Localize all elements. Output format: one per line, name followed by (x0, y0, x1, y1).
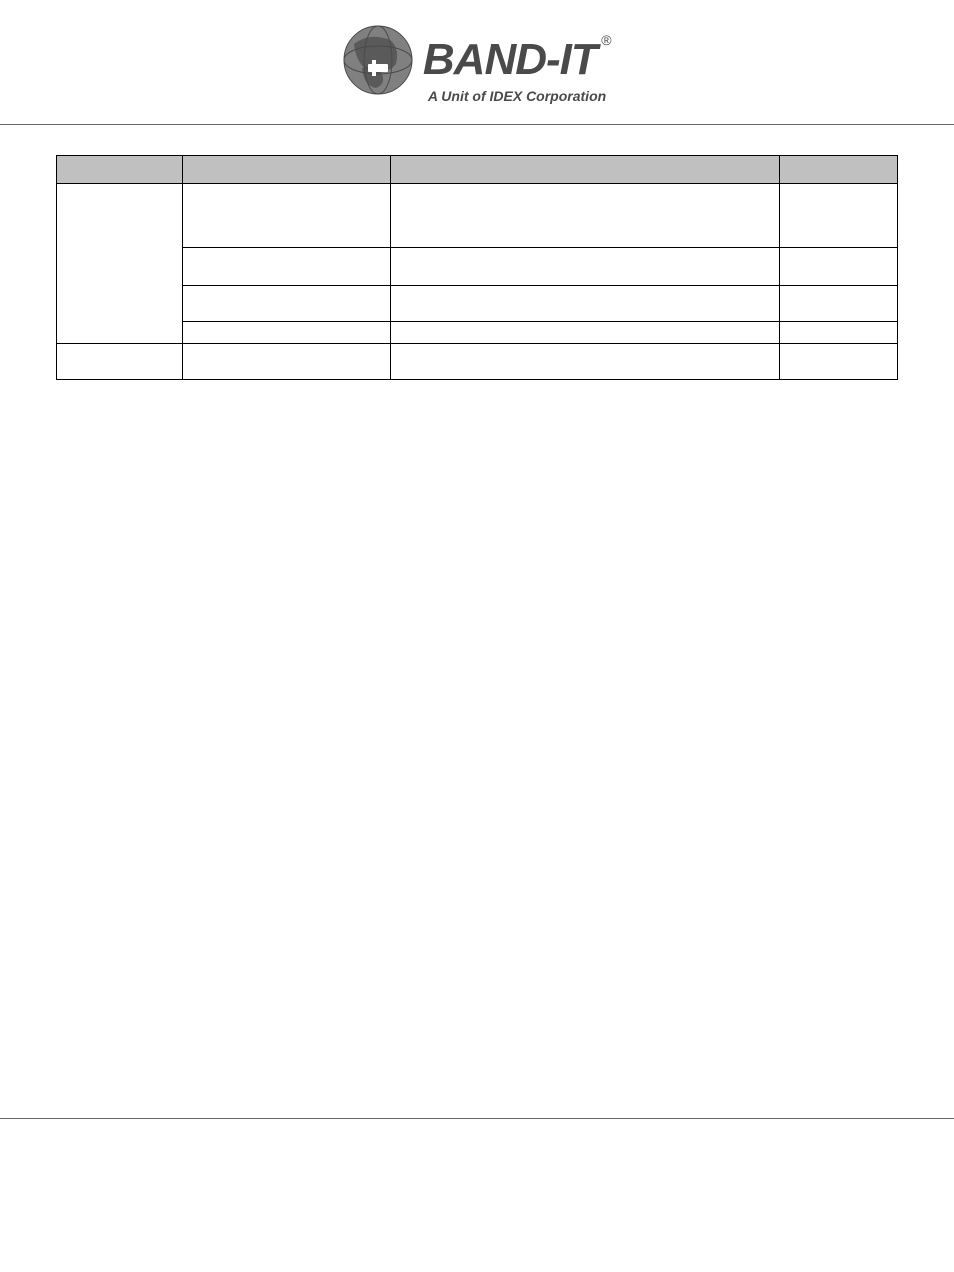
revision-table-container (56, 155, 898, 380)
table-row (57, 248, 898, 286)
cell-description (390, 248, 780, 286)
header-revision (182, 156, 390, 184)
cell-by (780, 344, 898, 380)
cell-revision (182, 184, 390, 248)
header-date (57, 156, 183, 184)
cell-revision (182, 344, 390, 380)
table-row (57, 322, 898, 344)
bottom-divider (0, 1118, 954, 1119)
logo-brand-text: BAND-IT (423, 35, 597, 85)
globe-icon (342, 24, 414, 96)
cell-description (390, 184, 780, 248)
registered-mark: ® (601, 32, 611, 48)
cell-description (390, 322, 780, 344)
table-row (57, 344, 898, 380)
logo-subtitle: A Unit of IDEX Corporation (422, 88, 611, 104)
cell-revision (182, 286, 390, 322)
table-header-row (57, 156, 898, 184)
cell-description (390, 344, 780, 380)
logo-container: BAND-IT ® A Unit of IDEX Corporation (0, 0, 954, 106)
document-page: BAND-IT ® A Unit of IDEX Corporation (0, 0, 954, 1272)
cell-date (57, 344, 183, 380)
cell-by (780, 322, 898, 344)
table-row (57, 184, 898, 248)
cell-by (780, 248, 898, 286)
cell-date (57, 184, 183, 344)
header-by (780, 156, 898, 184)
revision-table (56, 155, 898, 380)
cell-revision (182, 248, 390, 286)
header-description (390, 156, 780, 184)
cell-revision (182, 322, 390, 344)
cell-by (780, 286, 898, 322)
cell-by (780, 184, 898, 248)
table-row (57, 286, 898, 322)
logo: BAND-IT ® A Unit of IDEX Corporation (342, 24, 611, 104)
top-divider (0, 124, 954, 125)
cell-description (390, 286, 780, 322)
